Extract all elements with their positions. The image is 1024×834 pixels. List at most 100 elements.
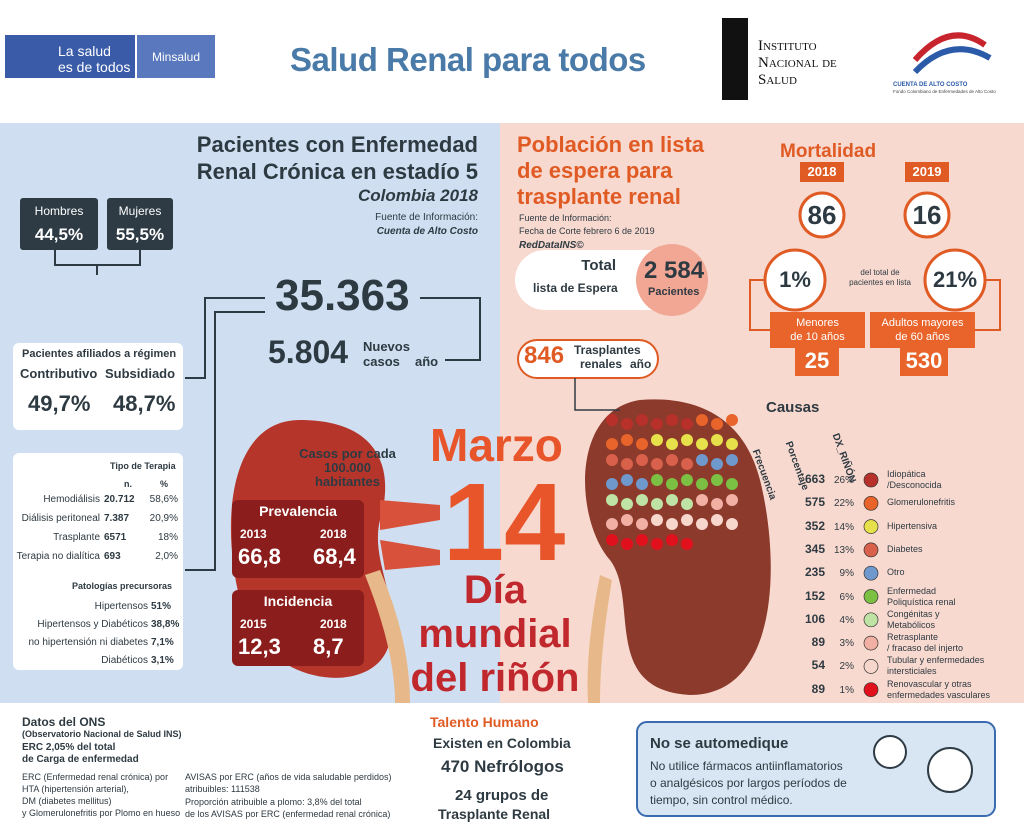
total-patients: 35.363 xyxy=(275,271,410,320)
transplants-label: renales xyxy=(580,357,623,371)
advice-text: No utilice fármacos antiinflamatorios xyxy=(650,759,843,773)
cause-percent: 14% xyxy=(833,521,854,533)
kidney-dot xyxy=(681,538,693,550)
kidney-dot xyxy=(636,438,648,450)
precursor-label: Hipertensos xyxy=(94,601,148,612)
advice-title: No se automedique xyxy=(650,735,789,752)
share-label: del total de xyxy=(860,268,900,277)
kidney-dot xyxy=(666,534,678,546)
cac-logo xyxy=(912,46,992,75)
institute-name: Salud xyxy=(758,72,797,88)
kidney-dot xyxy=(651,434,663,446)
kidney-dot xyxy=(636,518,648,530)
precursor-pct: 7,1% xyxy=(151,637,174,648)
new-cases-label: año xyxy=(415,354,439,369)
cause-label: Tubular y enfermedades xyxy=(887,655,985,666)
kidney-dot xyxy=(726,438,738,450)
sex-value: 44,5% xyxy=(34,225,84,244)
kidney-dot xyxy=(666,494,678,506)
sex-box xyxy=(20,198,98,250)
section-title: Población en lista xyxy=(517,132,705,157)
regime-title: Pacientes afiliados a régimen xyxy=(22,348,177,360)
regime-label: Contributivo xyxy=(20,366,98,381)
cause-percent: 22% xyxy=(833,498,854,510)
kidney-dot xyxy=(606,478,618,490)
page-title: Salud Renal para todos xyxy=(290,41,646,78)
regime-value: 49,7% xyxy=(28,391,91,416)
cause-label: Congénitas y xyxy=(887,608,940,619)
kidney-dot xyxy=(621,474,633,486)
therapy-n: 6571 xyxy=(104,532,127,543)
kidney-dot xyxy=(621,538,633,550)
cause-frequency: 663 xyxy=(804,472,825,486)
cause-label: Metabólicos xyxy=(887,619,936,630)
kidney-right xyxy=(585,399,771,695)
cause-frequency: 235 xyxy=(804,565,825,580)
cause-swatch xyxy=(863,635,879,651)
transplants: 846 xyxy=(524,342,565,369)
cause-percent: 4% xyxy=(839,614,854,626)
cause-frequency: 89 xyxy=(811,635,825,650)
kidney-dot xyxy=(681,514,693,526)
group-label: Menores xyxy=(796,317,839,329)
kidney-dot xyxy=(681,498,693,510)
icon xyxy=(927,747,973,793)
cause-percent: 1% xyxy=(839,684,854,696)
transplants-label: año xyxy=(630,357,652,371)
waitlist-circle xyxy=(636,244,708,316)
kidney-dot xyxy=(726,518,738,530)
precursor-pct: 51% xyxy=(151,601,172,612)
connector xyxy=(54,250,141,275)
prevalence-value: 68,4 xyxy=(313,544,356,569)
cac-logo xyxy=(912,32,987,62)
kidney-dot xyxy=(711,434,723,446)
mortality-circle xyxy=(903,191,951,239)
kidney-dot xyxy=(666,438,678,450)
cause-percent: 13% xyxy=(833,544,854,556)
cac-name: CUENTA DE ALTO COSTO xyxy=(893,82,968,88)
cause-label: Retrasplante xyxy=(887,632,939,643)
group-box xyxy=(870,312,975,348)
talent-title: Talento Humano xyxy=(430,714,539,730)
cause-label: Enfermedad xyxy=(887,585,937,596)
cause-swatch xyxy=(863,612,879,628)
kidney-dot xyxy=(606,414,618,426)
cause-label: / fracaso del injerto xyxy=(887,643,964,654)
connector xyxy=(749,279,1001,331)
group-value-box xyxy=(900,346,948,376)
kidney-dot xyxy=(726,494,738,506)
day-month: Marzo xyxy=(430,419,563,471)
kidney-dot xyxy=(606,518,618,530)
transplants-label: Trasplantes xyxy=(574,343,641,357)
sex-value: 55,5% xyxy=(115,225,165,244)
incidence-box xyxy=(232,590,364,666)
ons-lead: de los AVISAS por ERC (enfermedad renal … xyxy=(185,809,391,819)
group-label: de 60 años xyxy=(895,331,950,343)
ons-burden: ERC 2,05% del total xyxy=(22,742,116,753)
day-name: Día xyxy=(463,568,527,612)
ons-title: Datos del ONS xyxy=(22,715,106,729)
ons-subtitle: (Observatorio Nacional de Salud INS) xyxy=(22,729,182,739)
therapy-label: Hemodiálisis xyxy=(43,494,100,505)
prevalence-year: 2013 xyxy=(240,527,267,541)
brand: La salud xyxy=(58,43,111,59)
kidney-dot xyxy=(696,454,708,466)
advice-text: o analgésicos por largos períodos de xyxy=(650,776,847,790)
kidney-dot xyxy=(606,438,618,450)
brand: es de todos xyxy=(58,59,131,75)
kidney-dot xyxy=(651,458,663,470)
cause-frequency: 575 xyxy=(804,495,825,510)
regime-box xyxy=(13,343,183,430)
cause-label: Renovascular y otras xyxy=(887,678,972,689)
cause-label: Hipertensiva xyxy=(887,520,938,531)
section-title: trasplante renal xyxy=(517,184,681,209)
prevalence-box xyxy=(232,500,364,578)
talent-groups: 24 grupos de xyxy=(455,787,549,804)
source-label: Fuente de Información: xyxy=(375,212,478,223)
incidence-year: 2015 xyxy=(240,617,267,631)
sex-label: Hombres xyxy=(34,204,84,218)
cause-percent: 26% xyxy=(833,475,854,486)
cause-swatch xyxy=(863,682,879,698)
kidney-dot xyxy=(666,478,678,490)
therapy-pct: 2,0% xyxy=(155,551,178,562)
